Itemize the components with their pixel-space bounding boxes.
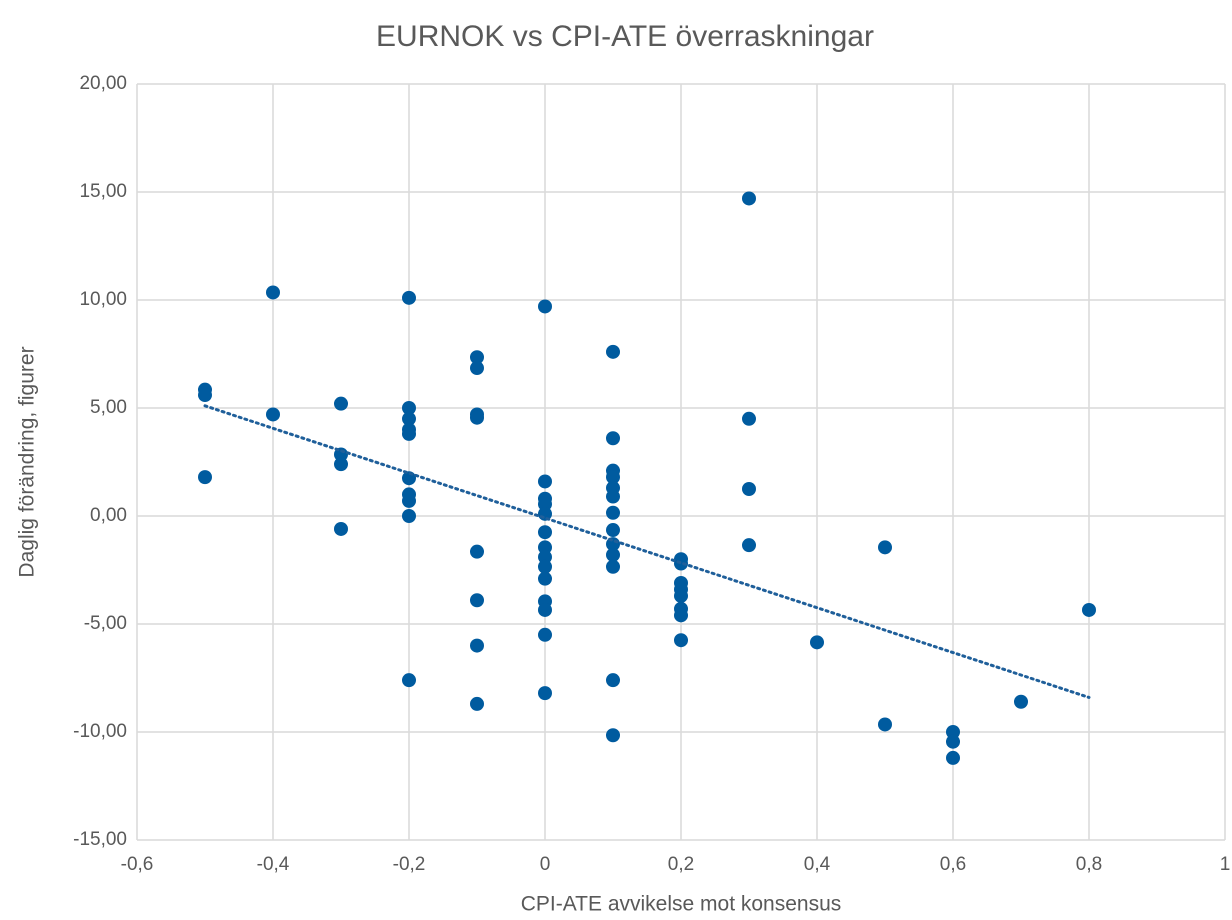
point	[674, 608, 688, 623]
point	[674, 588, 688, 603]
point	[742, 411, 756, 426]
point	[538, 627, 552, 642]
point	[946, 725, 960, 739]
point	[470, 593, 484, 608]
point	[742, 191, 756, 206]
point	[266, 285, 280, 300]
y-tick-label: -10,00	[73, 721, 127, 742]
point	[470, 350, 484, 365]
trendline	[203, 404, 1091, 699]
point	[606, 344, 620, 359]
point	[402, 401, 416, 415]
x-tick-label: 0,2	[668, 854, 694, 875]
x-tick-label: -0,2	[393, 854, 426, 875]
point	[402, 411, 416, 426]
point	[470, 696, 484, 711]
point	[742, 482, 756, 496]
x-tick-label: 0,8	[1076, 854, 1102, 875]
point	[606, 470, 620, 485]
x-axis-title: CPI-ATE avvikelse mot konsensus	[521, 893, 842, 916]
x-tick-label: 0,4	[804, 854, 831, 875]
point	[402, 673, 416, 688]
point	[538, 497, 552, 512]
point	[538, 474, 552, 489]
point	[946, 750, 960, 765]
point	[198, 388, 212, 403]
point	[266, 407, 280, 422]
point	[606, 559, 620, 574]
point	[606, 728, 620, 743]
point	[810, 635, 824, 650]
point	[606, 489, 620, 504]
point	[538, 525, 552, 540]
plot-area	[198, 191, 1096, 765]
y-tick-label: 5,00	[90, 397, 127, 418]
y-tick-label: 10,00	[79, 289, 127, 310]
point	[538, 602, 552, 617]
point	[1082, 602, 1096, 617]
point	[606, 431, 620, 446]
point	[674, 556, 688, 571]
y-tick-label: 0,00	[90, 505, 127, 526]
x-tick-label: 1	[1220, 854, 1231, 875]
x-tick-label: -0,6	[121, 854, 154, 875]
point	[470, 638, 484, 653]
y-tick-label: 15,00	[79, 181, 127, 202]
y-tick-label: 20,00	[79, 73, 127, 94]
point	[538, 571, 552, 586]
grid: -15,00 -10,00 -5,00 0,00 5,00 10,00 15,00 20,00…	[73, 73, 1230, 875]
point	[538, 559, 552, 574]
point	[606, 505, 620, 520]
point	[946, 734, 960, 749]
point	[470, 361, 484, 376]
point	[878, 540, 892, 555]
y-axis-title: Daglig förändring, figurer	[16, 346, 39, 577]
point	[606, 523, 620, 538]
point	[606, 547, 620, 562]
point	[538, 540, 552, 555]
point	[538, 299, 552, 314]
point	[334, 521, 348, 536]
point	[198, 470, 212, 485]
point	[1014, 694, 1028, 709]
point	[402, 426, 416, 441]
x-tick-label: -0,4	[257, 854, 290, 875]
point	[402, 493, 416, 508]
x-tick-label: 0	[540, 854, 551, 875]
point	[402, 509, 416, 523]
point	[742, 538, 756, 553]
y-tick-label: -15,00	[73, 829, 127, 850]
point	[402, 290, 416, 305]
point	[470, 410, 484, 425]
x-tick-label: 0,6	[940, 854, 966, 875]
point	[606, 673, 620, 688]
point	[674, 633, 688, 648]
point	[334, 457, 348, 472]
y-tick-label: -5,00	[84, 613, 127, 634]
chart-title: EURNOK vs CPI-ATE överraskningar	[376, 20, 874, 53]
point	[470, 544, 484, 559]
point	[878, 717, 892, 732]
point	[538, 686, 552, 701]
point	[538, 550, 552, 565]
point	[334, 396, 348, 411]
